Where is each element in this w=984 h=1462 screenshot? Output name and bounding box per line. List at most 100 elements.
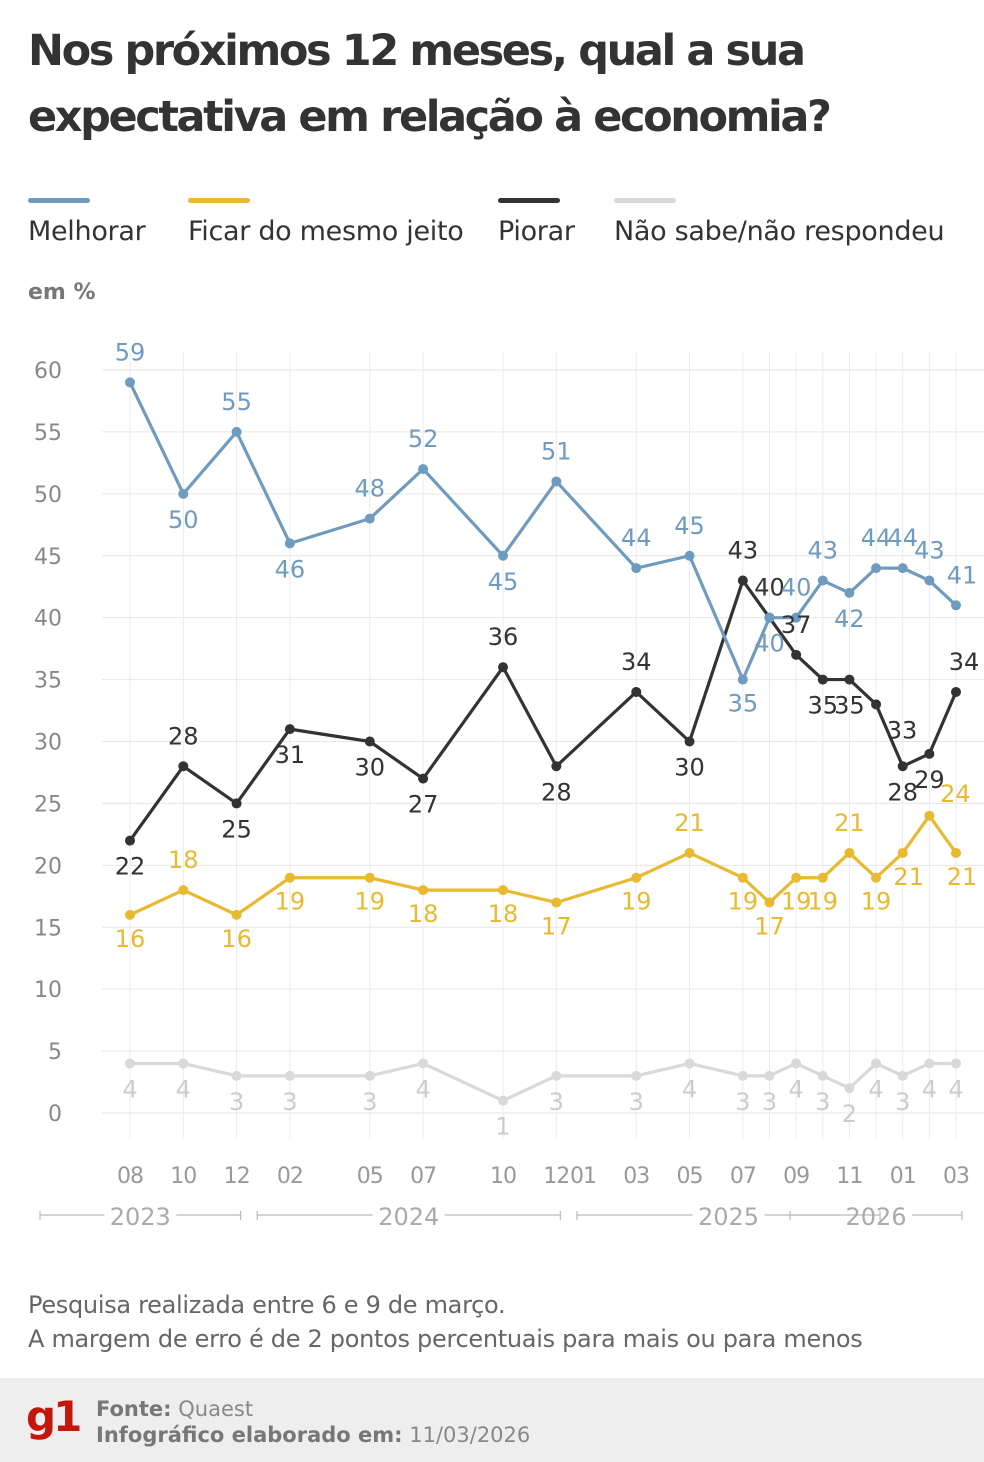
data-label: 27	[408, 791, 439, 819]
data-label: 3	[362, 1088, 377, 1116]
data-label: 41	[947, 561, 978, 589]
data-point	[764, 1070, 775, 1081]
data-point	[498, 550, 509, 561]
source-value: Quaest	[178, 1397, 254, 1421]
source-info: Fonte: Quaest Infográfico elaborado em: …	[96, 1396, 530, 1448]
data-label: 42	[834, 605, 865, 633]
legend-item-piorar: Piorar	[498, 198, 575, 247]
data-point	[924, 575, 935, 586]
data-label: 4	[415, 1075, 430, 1103]
data-point	[871, 1058, 882, 1069]
data-label: 4	[176, 1075, 191, 1103]
data-point	[897, 1070, 908, 1081]
data-point	[951, 686, 961, 697]
data-label: 28	[541, 778, 572, 806]
unit-label: em %	[28, 280, 96, 305]
data-point	[871, 872, 882, 883]
data-label: 35	[834, 692, 865, 720]
data-label: 3	[629, 1088, 644, 1116]
data-point	[178, 488, 189, 499]
data-label: 35	[728, 690, 759, 718]
data-label: 31	[275, 741, 306, 769]
data-point	[125, 835, 135, 846]
data-point	[737, 872, 748, 883]
data-label: 2	[842, 1100, 857, 1128]
data-label: 18	[408, 900, 439, 928]
data-point	[364, 736, 375, 747]
data-point	[631, 563, 642, 574]
data-point	[924, 748, 935, 759]
data-label: 21	[893, 863, 924, 891]
y-tick-label: 0	[48, 1102, 62, 1127]
data-point	[951, 600, 961, 611]
data-point	[125, 909, 135, 920]
data-label: 45	[488, 568, 519, 596]
x-tick-label: 12	[224, 1164, 250, 1189]
legend-item-melhorar: Melhorar	[28, 198, 146, 247]
data-point	[418, 885, 429, 896]
x-tick-label: 05	[357, 1164, 383, 1189]
data-label: 44	[621, 524, 652, 552]
data-point	[897, 563, 908, 574]
data-label: 4	[922, 1075, 937, 1103]
data-point	[764, 612, 775, 623]
data-label: 59	[115, 338, 146, 366]
data-label: 3	[895, 1088, 910, 1116]
series-line	[128, 381, 958, 682]
data-point	[791, 872, 802, 883]
data-label: 25	[221, 815, 252, 843]
data-point	[951, 847, 961, 858]
made-value: 11/03/2026	[409, 1423, 531, 1447]
data-label: 4	[868, 1075, 883, 1103]
y-tick-label: 5	[48, 1040, 62, 1065]
data-point	[178, 761, 189, 772]
data-label: 50	[168, 506, 199, 534]
data-point	[844, 587, 855, 598]
year-label: 2025	[698, 1203, 759, 1231]
y-tick-label: 40	[34, 607, 62, 632]
legend-swatch	[614, 198, 676, 203]
data-label: 46	[275, 555, 306, 583]
data-point	[418, 773, 429, 784]
data-label: 33	[887, 716, 918, 744]
note-margin: A margem de erro é de 2 pontos percentua…	[28, 1325, 863, 1353]
x-tick-label: 08	[117, 1164, 143, 1189]
data-label: 43	[728, 537, 759, 565]
data-point	[284, 1070, 295, 1081]
data-label: 40	[754, 574, 785, 602]
data-label: 1	[495, 1113, 510, 1141]
legend-item-nao-sabe: Não sabe/não respondeu	[614, 198, 945, 247]
y-tick-label: 50	[34, 483, 62, 508]
data-point	[844, 1083, 855, 1094]
x-tick-label: 02	[277, 1164, 303, 1189]
footer: g1 Fonte: Quaest Infográfico elaborado e…	[0, 1378, 984, 1462]
x-tick-label: 03	[943, 1164, 969, 1189]
g1-logo: g1	[26, 1392, 82, 1441]
legend-item-ficar: Ficar do mesmo jeito	[188, 198, 464, 247]
data-point	[684, 847, 695, 858]
data-point	[684, 550, 695, 561]
legend-swatch	[28, 198, 90, 203]
data-point	[924, 1058, 935, 1069]
data-label: 4	[948, 1075, 963, 1103]
data-label: 19	[808, 888, 839, 916]
data-point	[817, 1070, 828, 1081]
data-point	[551, 1070, 562, 1081]
data-point	[498, 1095, 509, 1106]
data-point	[231, 909, 242, 920]
data-point	[817, 872, 828, 883]
data-label: 44	[887, 524, 918, 552]
data-label: 40	[781, 574, 812, 602]
data-label: 48	[355, 475, 386, 503]
data-point	[178, 885, 189, 896]
data-point	[817, 674, 828, 685]
x-tick-label: 07	[730, 1164, 756, 1189]
data-point	[924, 810, 935, 821]
data-point	[284, 538, 295, 549]
year-label: 2024	[378, 1203, 439, 1231]
series-line	[130, 1061, 956, 1103]
data-point	[284, 724, 295, 735]
y-tick-label: 45	[34, 545, 62, 570]
data-point	[231, 426, 242, 437]
